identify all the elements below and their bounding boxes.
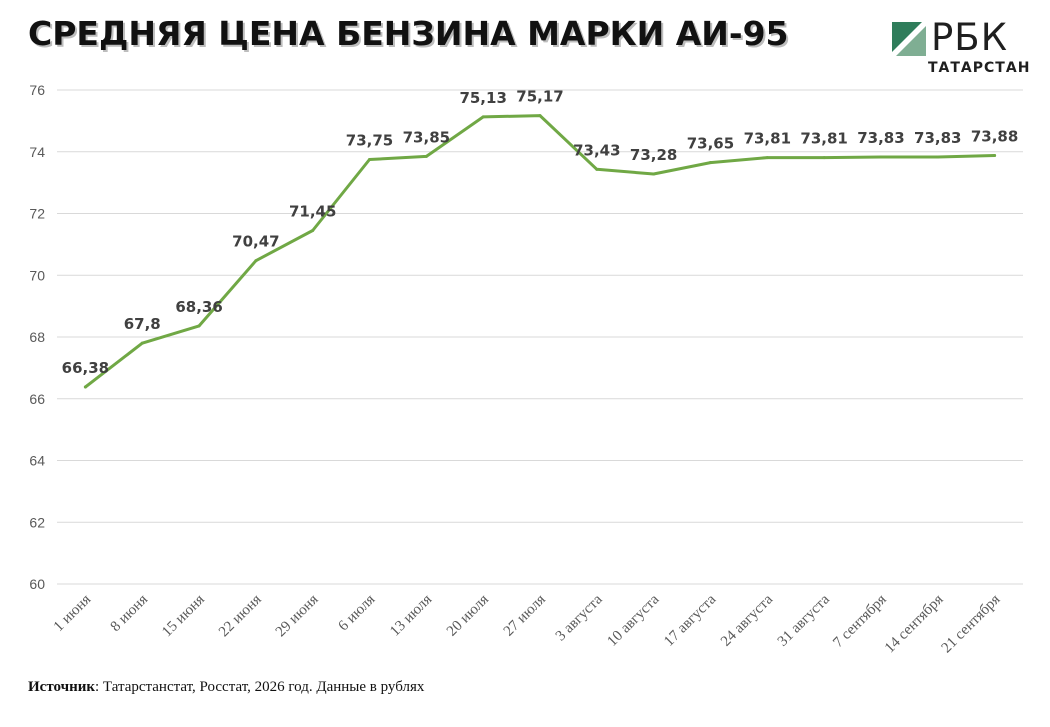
- data-point: [708, 161, 712, 165]
- y-tick-label: 60: [29, 576, 45, 592]
- data-point: [83, 385, 87, 389]
- x-axis-ticks: 1 июня 8 июня 15 июня 22 июня 29 июня 6 июля 1…: [51, 591, 1004, 656]
- series-line: [83, 114, 997, 389]
- data-point: [197, 324, 201, 328]
- logo-wordmark: РБК: [931, 16, 1008, 59]
- data-label: 73,65: [687, 135, 734, 153]
- data-point: [879, 155, 883, 159]
- x-tick-label: 3 августа: [553, 591, 606, 644]
- data-label: 68,36: [175, 298, 222, 316]
- x-tick-label: 8 июня: [108, 591, 151, 634]
- data-point: [822, 156, 826, 160]
- y-tick-label: 70: [29, 267, 45, 283]
- logo-mark-icon: [892, 22, 926, 56]
- source-note: Источник: Татарстанстат, Росстат, 2026 г…: [28, 679, 424, 696]
- rbc-logo: РБК ТАТАРСТАН: [892, 16, 1031, 80]
- x-tick-label: 27 июля: [501, 591, 549, 639]
- data-label: 73,81: [800, 130, 847, 148]
- data-label: 73,81: [744, 130, 791, 148]
- source-label: Источник: [28, 679, 95, 695]
- x-tick-label: 14 сентября: [882, 591, 947, 656]
- data-point: [993, 153, 997, 157]
- y-tick-label: 64: [29, 453, 45, 469]
- y-tick-label: 74: [29, 144, 45, 160]
- data-label: 73,83: [857, 129, 904, 147]
- y-axis-ticks: 60 62 64 66 68 70 72 74 76: [29, 82, 45, 592]
- x-tick-label: 31 августа: [775, 591, 833, 649]
- data-label: 75,13: [459, 89, 506, 107]
- x-tick-label: 1 июня: [51, 591, 94, 634]
- data-point: [595, 167, 599, 171]
- data-point: [936, 155, 940, 159]
- data-label: 73,85: [403, 128, 450, 146]
- x-tick-label: 20 июля: [444, 591, 492, 639]
- data-point: [254, 259, 258, 263]
- series-group: [83, 114, 997, 389]
- data-label: 73,88: [971, 127, 1018, 145]
- data-label: 73,83: [914, 129, 961, 147]
- data-point: [140, 341, 144, 345]
- x-tick-label: 6 июля: [336, 591, 379, 634]
- data-labels: 66,38 67,8 68,36 70,47 71,45 73,75 73,85 75,13 7…: [62, 88, 1019, 377]
- y-tick-label: 62: [29, 514, 45, 530]
- grid-lines: [57, 89, 1023, 585]
- data-label: 66,38: [62, 359, 109, 377]
- data-label: 73,43: [573, 141, 620, 159]
- y-tick-label: 72: [29, 206, 45, 222]
- data-label: 71,45: [289, 202, 336, 220]
- data-point: [311, 228, 315, 232]
- data-label: 73,28: [630, 146, 677, 164]
- source-text: : Татарстанстат, Росстат, 2026 год. Данн…: [95, 679, 425, 695]
- logo-region: ТАТАРСТАН: [928, 60, 1031, 76]
- data-label: 75,17: [516, 88, 563, 106]
- chart-title: СРЕДНЯЯ ЦЕНА БЕНЗИНА МАРКИ АИ-95: [28, 14, 789, 53]
- data-point: [368, 157, 372, 161]
- x-tick-label: 13 июля: [387, 591, 435, 639]
- y-tick-label: 68: [29, 329, 45, 345]
- data-label: 67,8: [124, 315, 161, 333]
- data-point: [424, 154, 428, 158]
- data-label: 73,75: [346, 131, 393, 149]
- data-point: [538, 114, 542, 118]
- data-point: [652, 172, 656, 176]
- x-tick-label: 29 июня: [273, 591, 322, 640]
- x-tick-label: 15 июня: [159, 591, 208, 640]
- data-label: 70,47: [232, 233, 279, 251]
- data-point: [765, 156, 769, 160]
- data-point: [481, 115, 485, 119]
- x-tick-label: 21 сентября: [939, 591, 1004, 656]
- x-tick-label: 24 августа: [718, 591, 776, 649]
- x-tick-label: 10 августа: [604, 591, 662, 649]
- y-tick-label: 76: [29, 82, 45, 98]
- x-tick-label: 17 августа: [661, 591, 719, 649]
- x-tick-label: 22 июня: [216, 591, 265, 640]
- x-tick-label: 7 сентября: [830, 591, 890, 651]
- y-tick-label: 66: [29, 391, 45, 407]
